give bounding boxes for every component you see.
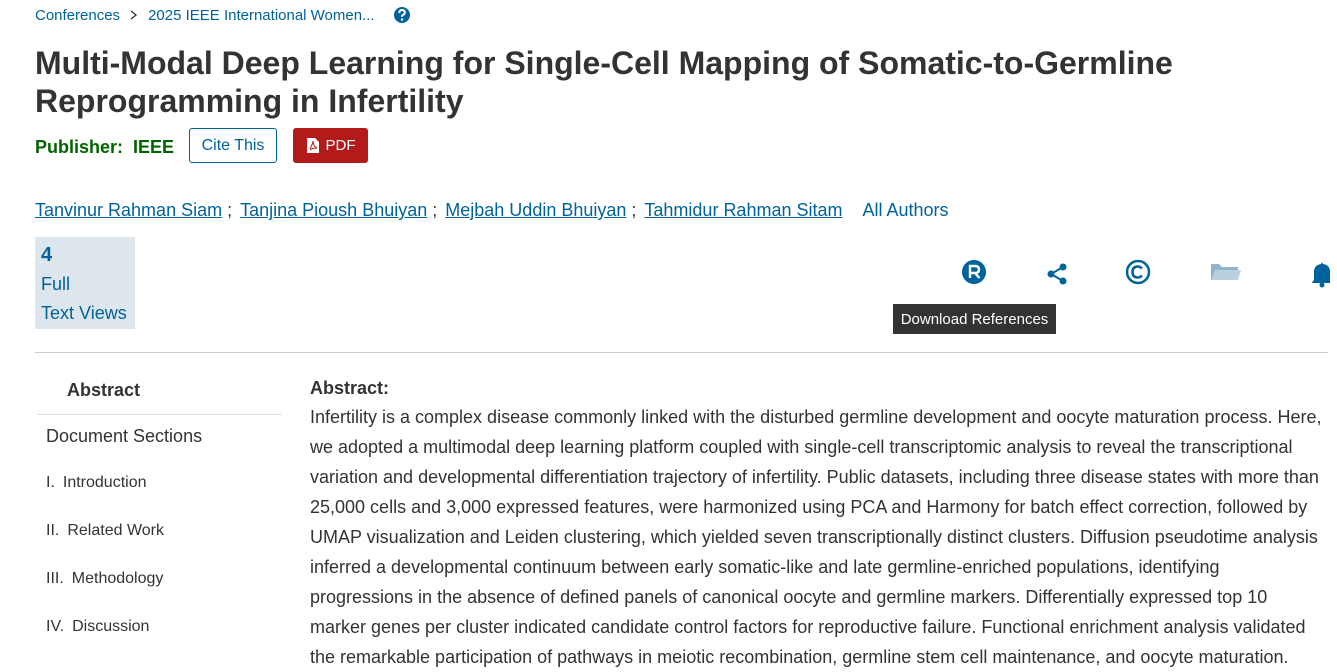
sidebar-heading: Document Sections — [46, 426, 203, 446]
breadcrumb-link[interactable]: Conferences — [35, 6, 121, 24]
pdf-label: PDF — [325, 137, 356, 154]
section-numeral: II. — [46, 522, 60, 539]
pdf-button[interactable]: PDF — [293, 128, 368, 163]
abstract-text: Infertility is a complex disease commonl… — [310, 407, 1322, 667]
publisher-name: IEEE — [133, 137, 175, 157]
metrics-box: 4 Full Text Views — [35, 237, 135, 329]
sidebar-divider — [37, 414, 282, 415]
breadcrumb: Conferences 2025 IEEE International Wome… — [35, 6, 411, 24]
metric-label: Text Views — [41, 303, 127, 323]
folder-icon[interactable] — [1211, 264, 1241, 280]
section-title: Introduction — [62, 474, 147, 491]
copyright-icon[interactable] — [1125, 259, 1151, 285]
chevron — [130, 10, 138, 20]
author-separator: ; — [432, 200, 438, 220]
author-link[interactable]: Tahmidur Rahman Sitam — [644, 200, 843, 220]
bell-icon[interactable] — [1312, 262, 1330, 288]
section-numeral: I. — [46, 474, 55, 491]
help-icon[interactable] — [393, 6, 411, 24]
all-authors-link[interactable]: All Authors — [862, 200, 949, 220]
section-item[interactable]: II. Related Work — [46, 522, 164, 540]
divider — [35, 352, 1328, 353]
author-link[interactable]: Mejbah Uddin Bhuiyan — [445, 200, 627, 220]
section-title: Discussion — [72, 618, 150, 635]
toolbar-icons — [962, 259, 1330, 288]
publisher: Publisher: IEEE — [35, 137, 174, 158]
article-title: Multi-Modal Deep Learning for Single-Cel… — [35, 45, 1173, 119]
metric-label: Full — [41, 274, 71, 294]
author-separator: ; — [631, 200, 637, 220]
section-numeral: III. — [46, 570, 64, 587]
cite-button[interactable]: Cite This — [189, 128, 277, 163]
author-link[interactable]: Tanvinur Rahman Siam — [35, 200, 223, 220]
sidebar-active[interactable]: Abstract — [67, 380, 141, 400]
share-icon[interactable] — [1047, 263, 1067, 285]
section-item[interactable]: I. Introduction — [46, 474, 147, 492]
pdf-icon — [306, 138, 319, 153]
section-item[interactable]: III. Methodology — [46, 570, 163, 588]
breadcrumb-link[interactable]: 2025 IEEE International Women... — [148, 6, 375, 24]
section-title: Related Work — [67, 522, 164, 539]
section-item[interactable]: IV. Discussion — [46, 618, 149, 636]
abstract-heading: Abstract: — [310, 378, 390, 398]
authors: Tanvinur Rahman Siam; Tanjina Pioush Bhui… — [35, 200, 949, 221]
publisher-label: Publisher: — [35, 137, 124, 157]
references-icon[interactable] — [962, 260, 986, 284]
section-numeral: IV. — [46, 618, 65, 635]
section-title: Methodology — [71, 570, 164, 587]
author-separator: ; — [227, 200, 233, 220]
metric-count: 4 — [41, 244, 53, 266]
author-link[interactable]: Tanjina Pioush Bhuiyan — [240, 200, 428, 220]
tooltip: Download References — [893, 304, 1056, 334]
